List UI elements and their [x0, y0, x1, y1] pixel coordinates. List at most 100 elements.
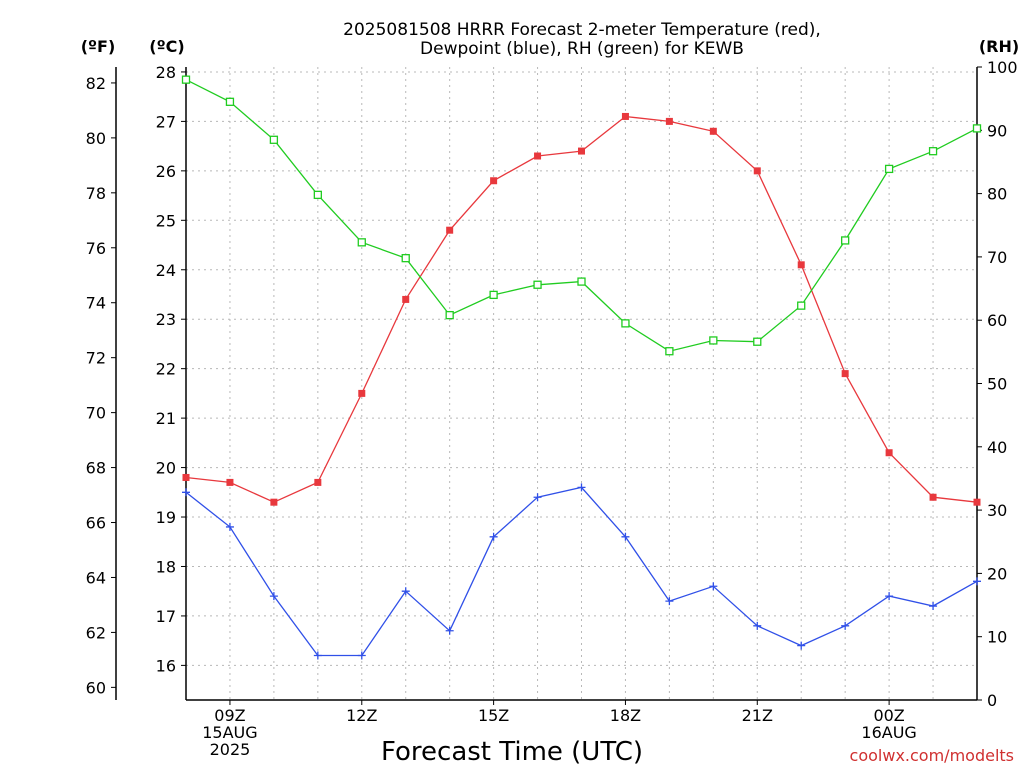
rh-point	[753, 337, 762, 346]
dewpoint-point	[357, 651, 366, 660]
chart-title-line-1: 2025081508 HRRR Forecast 2-meter Tempera…	[343, 20, 821, 40]
fahrenheit-tick-label: 64	[86, 568, 106, 587]
celsius-tick-label: 21	[156, 409, 176, 428]
rh-line	[185, 79, 978, 352]
series-dewpoint	[182, 483, 981, 660]
rh-tick-label: 60	[987, 311, 1007, 330]
celsius-tick-label: 22	[156, 360, 176, 379]
x-tick-label: 2025	[210, 740, 251, 759]
celsius-tick-label: 23	[156, 310, 176, 329]
rh-tick-label: 70	[987, 248, 1007, 267]
dewpoint-point	[489, 532, 498, 541]
data-series	[181, 75, 982, 660]
dewpoint-point	[533, 493, 542, 502]
rh-point	[665, 347, 674, 356]
temperature-point	[885, 449, 893, 457]
rh-point	[797, 301, 806, 310]
temperature-point	[665, 117, 673, 125]
celsius-tick-label: 28	[156, 63, 176, 82]
rh-point	[445, 310, 454, 320]
temperature-point	[578, 147, 585, 155]
dewpoint-point	[577, 483, 586, 492]
temperature-line	[185, 115, 978, 503]
x-tick-label: 18Z	[610, 706, 641, 725]
fahrenheit-tick-label: 72	[86, 349, 106, 368]
x-tick-label: 09Z	[214, 706, 245, 725]
rh-tick-label: 20	[987, 564, 1007, 583]
series-temperature	[182, 112, 981, 506]
chart-title: 2025081508 HRRR Forecast 2-meter Tempera…	[343, 20, 821, 59]
rh-point	[313, 190, 322, 200]
dewpoint-point	[313, 651, 322, 660]
celsius-tick-label: 18	[156, 557, 176, 576]
dewpoint-point	[885, 592, 894, 601]
temperature-point	[841, 370, 849, 378]
grid-lines	[186, 67, 977, 700]
credit-text: coolwx.com/modelts	[850, 746, 1014, 765]
temperature-point	[534, 152, 542, 160]
celsius-tick-label: 20	[156, 459, 176, 478]
dewpoint-point	[182, 488, 190, 497]
rh-point	[401, 254, 410, 263]
x-tick-label: 15Z	[478, 706, 509, 725]
rh-tick-label: 100	[987, 58, 1018, 77]
rh-point	[269, 135, 279, 144]
dewpoint-point	[753, 621, 762, 630]
x-tick-label: 16AUG	[861, 723, 916, 742]
rh-tick-label: 40	[987, 438, 1007, 457]
rh-tick-label: 50	[987, 375, 1007, 394]
rh-point	[489, 290, 498, 300]
temperature-point	[490, 177, 498, 185]
rh-point	[709, 336, 718, 345]
dewpoint-point	[709, 582, 718, 591]
rh-point	[884, 164, 894, 174]
rh-unit-label: (RH)	[979, 37, 1019, 56]
fahrenheit-tick-label: 66	[86, 514, 106, 533]
rh-point	[621, 319, 630, 328]
x-tick-label: 21Z	[742, 706, 773, 725]
x-tick-label: 12Z	[346, 706, 377, 725]
rh-point	[972, 124, 982, 133]
fahrenheit-unit-label: (ºF)	[81, 37, 116, 56]
rh-tick-label: 30	[987, 501, 1007, 520]
celsius-tick-label: 17	[156, 607, 176, 626]
temperature-point	[182, 473, 190, 481]
rh-point	[841, 236, 850, 245]
dewpoint-point	[621, 532, 630, 541]
rh-tick-label: 90	[987, 121, 1007, 140]
fahrenheit-tick-label: 76	[86, 239, 106, 258]
temperature-point	[226, 478, 234, 486]
temperature-point	[314, 478, 322, 486]
temperature-point	[446, 226, 454, 234]
dewpoint-point	[225, 522, 234, 531]
celsius-tick-label: 26	[156, 162, 176, 181]
fahrenheit-tick-label: 82	[86, 74, 106, 93]
fahrenheit-tick-label: 62	[86, 623, 106, 642]
rh-tick-label: 10	[987, 628, 1007, 647]
chart-title-line-2: Dewpoint (blue), RH (green) for KEWB	[420, 39, 744, 59]
fahrenheit-tick-label: 78	[86, 184, 106, 203]
celsius-tick-label: 24	[156, 261, 176, 280]
temperature-point	[402, 295, 410, 303]
dewpoint-point	[665, 597, 674, 606]
temperature-point	[929, 493, 937, 501]
x-axis-label: Forecast Time (UTC)	[381, 737, 643, 767]
x-tick-label: 15AUG	[202, 723, 257, 742]
dewpoint-point	[841, 621, 850, 630]
rh-tick-label: 0	[987, 691, 997, 710]
rh-point	[533, 280, 542, 289]
fahrenheit-tick-label: 60	[86, 678, 106, 697]
fahrenheit-tick-label: 70	[86, 404, 106, 423]
celsius-tick-label: 19	[156, 508, 176, 527]
temperature-point	[621, 112, 629, 120]
temperature-point	[709, 127, 717, 135]
temperature-point	[753, 167, 761, 175]
rh-point	[928, 147, 938, 156]
celsius-tick-label: 27	[156, 112, 176, 131]
temperature-point	[270, 498, 278, 506]
fahrenheit-tick-label: 74	[86, 294, 106, 313]
celsius-unit-label: (ºC)	[149, 37, 184, 56]
celsius-tick-label: 25	[156, 211, 176, 230]
fahrenheit-tick-label: 68	[86, 459, 106, 478]
